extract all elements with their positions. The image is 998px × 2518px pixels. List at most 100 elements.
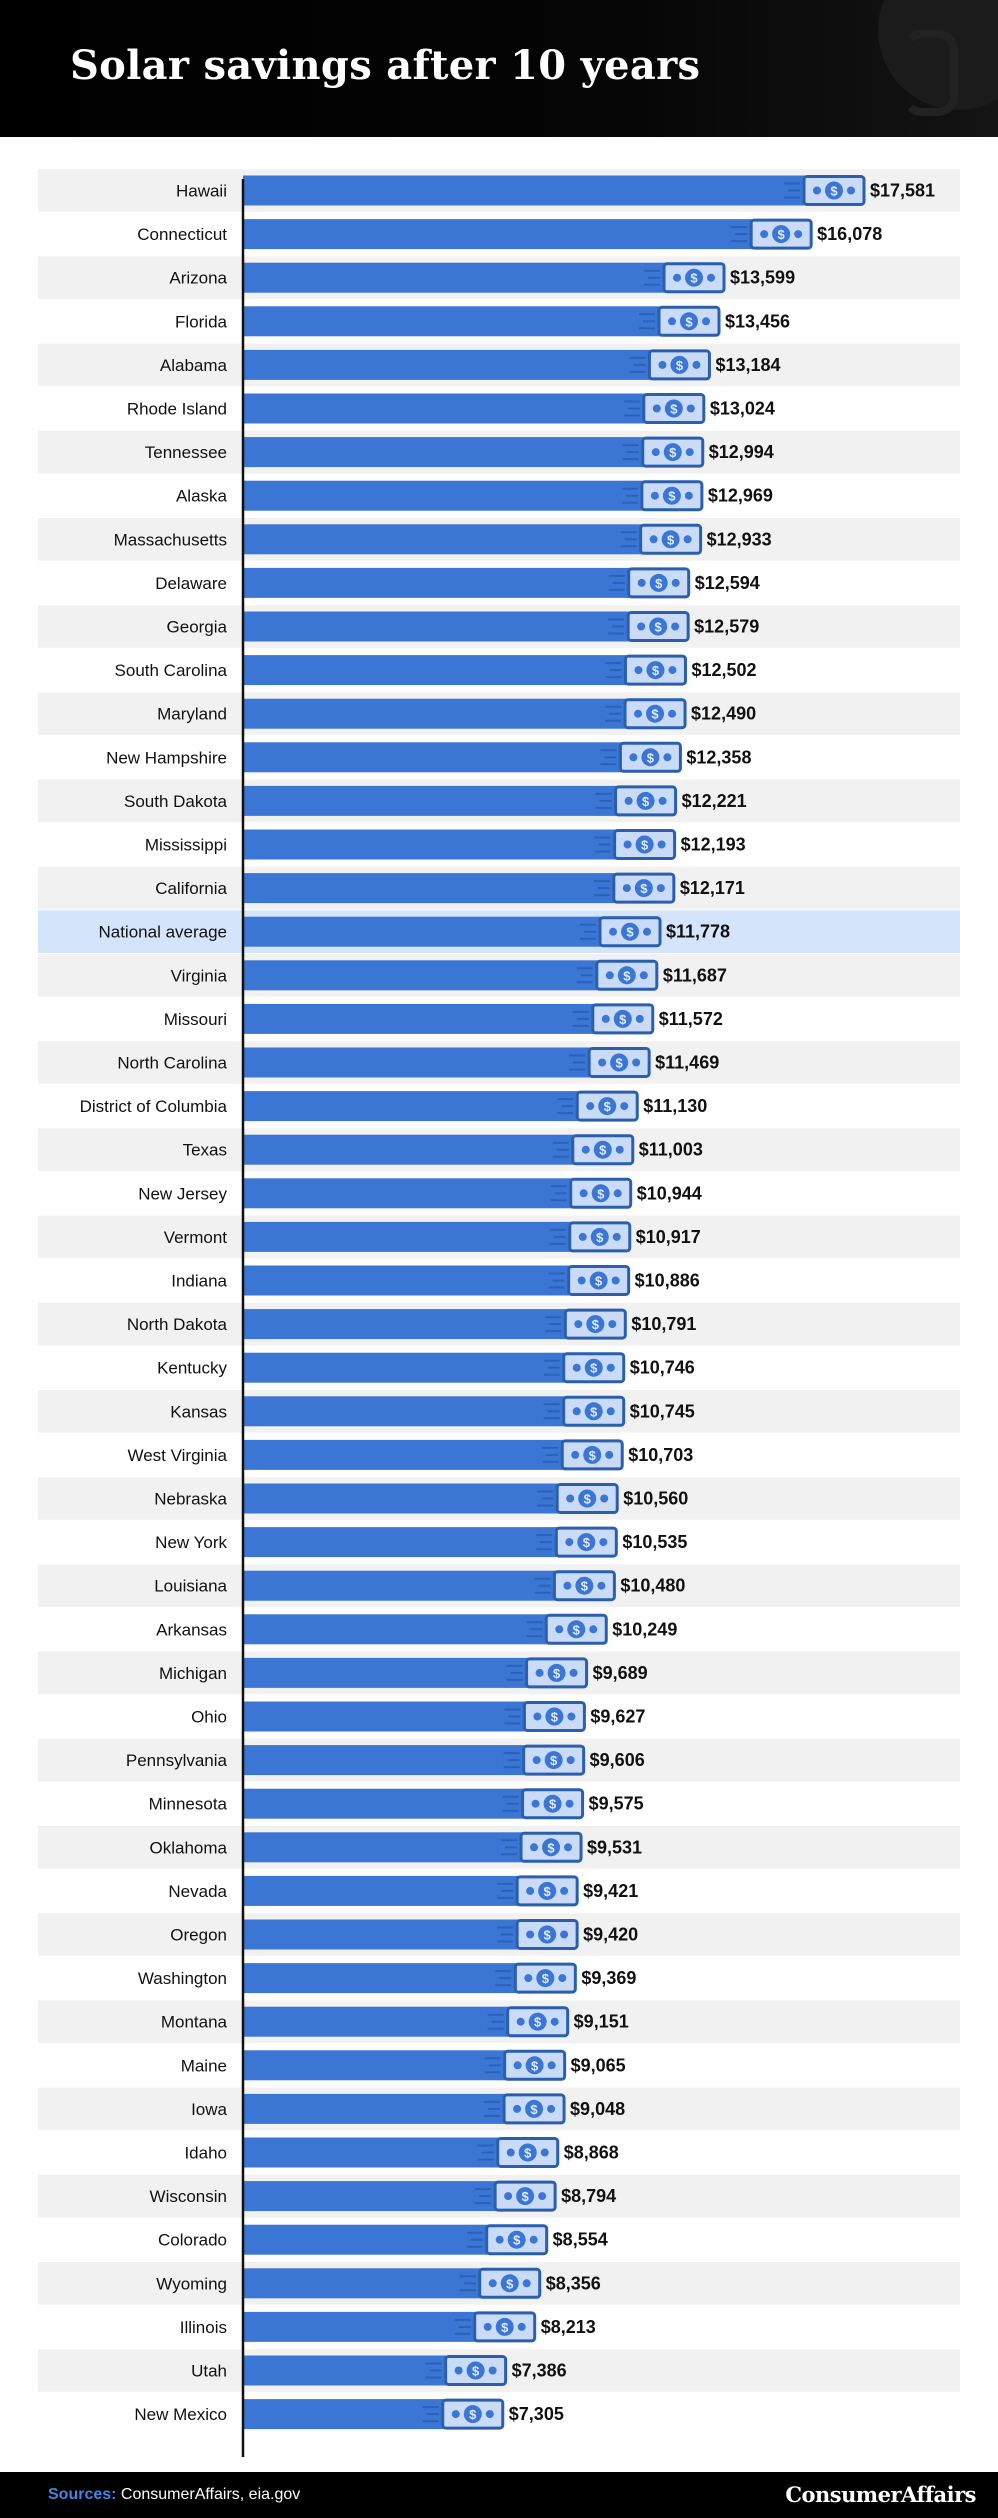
- bill-coin: [649, 617, 668, 636]
- bar: [243, 567, 686, 598]
- dollar-sign: $: [590, 1404, 598, 1419]
- dollar-sign: $: [472, 2364, 480, 2379]
- bill-dot: [847, 186, 855, 195]
- category-label: New Mexico: [134, 2405, 227, 2424]
- bill-coin: [636, 791, 655, 810]
- dollar-sign: $: [589, 1448, 597, 1463]
- value-label: $11,778: [666, 922, 730, 942]
- bill-coin: [495, 2317, 514, 2336]
- category-label: Washington: [138, 1969, 227, 1988]
- bill-dot: [566, 1494, 575, 1503]
- value-label: $11,572: [659, 1009, 723, 1029]
- category-label: Colorado: [158, 2231, 227, 2250]
- value-label: $16,078: [817, 224, 882, 244]
- bill-dot: [526, 1886, 535, 1895]
- dollar-sign: $: [534, 2015, 542, 2030]
- value-label: $11,469: [655, 1053, 719, 1073]
- bill-dot: [637, 578, 646, 587]
- money-icon: $: [502, 1788, 585, 1820]
- category-label: Oregon: [170, 1926, 227, 1945]
- money-icon: $: [536, 1526, 618, 1558]
- bill-coin: [617, 966, 636, 985]
- bar: [243, 175, 861, 206]
- dollar-sign: $: [522, 2189, 530, 2204]
- value-label: $12,221: [682, 791, 747, 811]
- money-icon: $: [580, 916, 662, 948]
- value-label: $9,048: [570, 2099, 625, 2119]
- bill-dot: [589, 1625, 598, 1634]
- bill-coin: [584, 1402, 603, 1421]
- value-label: $13,024: [710, 399, 775, 419]
- bill-dot: [574, 1320, 583, 1329]
- value-label: $12,358: [686, 747, 751, 767]
- money-icon: $: [576, 959, 659, 991]
- bill-coin: [610, 1053, 629, 1072]
- value-label: $7,305: [509, 2404, 564, 2424]
- value-label: $10,746: [630, 1358, 695, 1378]
- bill-coin: [641, 748, 660, 767]
- bill-coin: [772, 225, 791, 244]
- bill-dot: [686, 404, 695, 413]
- dollar-sign: $: [506, 2276, 514, 2291]
- bill-coin: [825, 181, 843, 200]
- value-label: $8,356: [546, 2273, 601, 2293]
- money-icon: $: [542, 1439, 624, 1471]
- bill-coin: [516, 2187, 535, 2206]
- dollar-sign: $: [513, 2233, 521, 2248]
- bar: [243, 393, 701, 424]
- value-label: $11,687: [663, 965, 727, 985]
- bill-dot: [488, 2366, 497, 2375]
- bill-dot: [488, 2279, 497, 2288]
- bill-dot: [495, 2235, 504, 2244]
- category-label: Iowa: [191, 2100, 227, 2119]
- bill-dot: [606, 1363, 615, 1372]
- bar: [243, 1614, 604, 1645]
- dollar-sign: $: [651, 707, 659, 722]
- bill-dot: [597, 1581, 606, 1590]
- category-label: Kansas: [170, 1402, 227, 1421]
- value-label: $12,933: [707, 529, 772, 549]
- sources-text: ConsumerAffairs, eia.gov: [120, 2486, 301, 2503]
- money-icon: $: [605, 654, 687, 686]
- value-label: $10,535: [622, 1532, 687, 1552]
- category-label: California: [155, 879, 227, 898]
- category-label: Maryland: [157, 705, 227, 724]
- bill-dot: [547, 2104, 556, 2113]
- bill-dot: [565, 1538, 574, 1547]
- bill-dot: [600, 1494, 609, 1503]
- bill-dot: [629, 753, 638, 762]
- bill-dot: [558, 1974, 567, 1983]
- bill-coin: [500, 2274, 519, 2293]
- value-label: $9,420: [583, 1925, 638, 1945]
- value-label: $10,917: [636, 1227, 701, 1247]
- bill-dot: [760, 230, 769, 239]
- bill-coin: [584, 1358, 603, 1377]
- bill-dot: [634, 666, 643, 675]
- bill-dot: [707, 273, 716, 282]
- bill-dot: [485, 2410, 494, 2419]
- dollar-sign: $: [655, 576, 663, 591]
- bill-coin: [649, 573, 668, 592]
- bill-dot: [608, 1320, 617, 1329]
- bill-coin: [578, 1489, 597, 1508]
- money-icon: $: [638, 305, 721, 337]
- dollar-sign: $: [551, 1710, 559, 1725]
- bill-coin: [583, 1445, 602, 1464]
- bill-dot: [540, 2148, 549, 2157]
- money-icon: $: [497, 1875, 579, 1907]
- bill-coin: [567, 1620, 586, 1639]
- bill-dot: [683, 535, 692, 544]
- money-icon: $: [629, 349, 711, 381]
- bill-coin: [575, 1576, 594, 1595]
- value-label: $10,249: [612, 1619, 677, 1639]
- dollar-sign: $: [469, 2407, 477, 2422]
- dollar-sign: $: [595, 1274, 603, 1289]
- dollar-sign: $: [604, 1099, 612, 1114]
- bill-dot: [565, 1799, 574, 1808]
- bill-dot: [569, 1668, 578, 1677]
- bill-dot: [632, 1058, 641, 1067]
- category-label: Tennessee: [145, 443, 227, 462]
- bar-chart: Hawaii $ $17,581 Connecticut $ $16,078 Arizona…: [38, 169, 960, 2457]
- bill-dot: [658, 360, 667, 369]
- bill-coin: [635, 835, 654, 854]
